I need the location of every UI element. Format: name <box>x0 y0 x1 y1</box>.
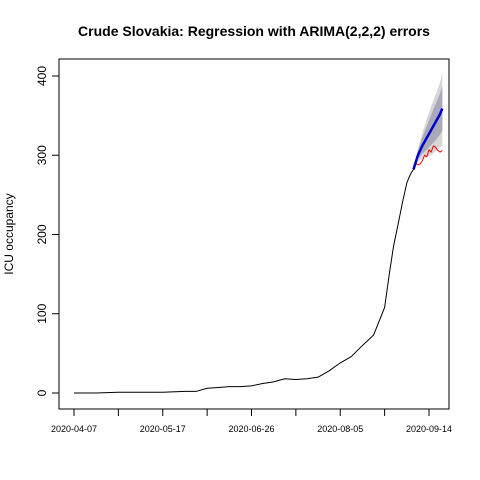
y-axis-label: ICU occupancy <box>2 193 16 274</box>
x-axis: 2020-04-07 2020-05-17 2020-06-26 2020-08-05… <box>51 408 452 434</box>
series-layer <box>74 108 444 394</box>
series-observed-line <box>74 169 414 394</box>
y-tick-label: 0 <box>35 389 49 396</box>
y-tick-label: 200 <box>35 224 49 244</box>
x-tick-label: 2020-08-05 <box>317 424 363 434</box>
y-axis: 0 100 200 300 400 <box>35 66 60 396</box>
x-tick-label: 2020-05-17 <box>140 424 186 434</box>
y-tick-label: 100 <box>35 303 49 323</box>
y-tick-label: 300 <box>35 145 49 165</box>
series-forecast-line <box>412 108 444 170</box>
x-tick-label: 2020-09-14 <box>406 424 452 434</box>
y-tick-label: 400 <box>35 66 49 86</box>
x-tick-label: 2020-04-07 <box>51 424 97 434</box>
series-actual_test-line <box>412 145 443 170</box>
x-tick-label: 2020-06-26 <box>228 424 274 434</box>
chart-title: Crude Slovakia: Regression with ARIMA(2,… <box>78 23 430 39</box>
